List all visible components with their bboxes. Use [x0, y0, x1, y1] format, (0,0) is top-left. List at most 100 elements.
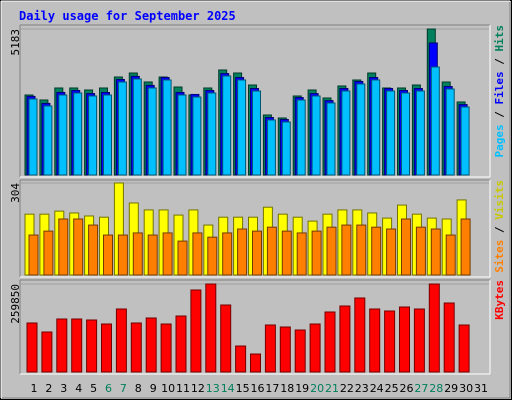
bar [326, 226, 337, 276]
x-tick-label: 9 [150, 382, 157, 395]
x-tick-label: 28 [429, 382, 443, 395]
bar [235, 345, 247, 373]
bar [190, 289, 202, 373]
legend: KBytes [493, 280, 506, 320]
bar [458, 324, 470, 373]
bar [222, 75, 232, 176]
bar [371, 226, 382, 276]
bar [369, 308, 381, 373]
x-tick-label: 27 [414, 382, 428, 395]
bar [86, 319, 98, 373]
x-tick-label: 17 [265, 382, 279, 395]
bar [192, 232, 203, 276]
bar [103, 94, 112, 176]
bar [386, 228, 397, 276]
bar [162, 79, 172, 176]
bar [43, 105, 53, 176]
bar [28, 98, 38, 176]
x-tick-label: 3 [60, 382, 67, 395]
bar [26, 322, 38, 373]
bar [386, 90, 396, 176]
bar [311, 95, 321, 176]
bar [252, 90, 261, 176]
bar [428, 283, 440, 373]
bar [56, 318, 68, 373]
bar [101, 323, 112, 373]
bar [88, 95, 98, 176]
bar [281, 121, 291, 176]
bar [237, 228, 248, 276]
bar [220, 304, 232, 373]
x-tick-label: 18 [280, 382, 294, 395]
bar [250, 353, 261, 373]
bar [117, 81, 127, 176]
bar [294, 329, 306, 373]
legend-entry: Pages [493, 124, 506, 157]
bar [279, 326, 291, 373]
legend-separator: / [493, 220, 506, 240]
bar [162, 232, 173, 276]
bar [341, 224, 352, 276]
x-tick-label: 6 [105, 382, 112, 395]
x-tick-label: 13 [206, 382, 220, 395]
bar [73, 92, 83, 176]
legend-entry: Visits [493, 180, 506, 220]
bar [177, 94, 187, 176]
x-tick-label: 10 [161, 382, 175, 395]
bar [103, 234, 113, 276]
bar [384, 310, 396, 373]
legend-separator: / [493, 105, 506, 125]
bar [460, 106, 470, 176]
bar [73, 218, 84, 276]
x-tick-label: 8 [135, 382, 142, 395]
bar [207, 92, 217, 176]
bar [356, 224, 367, 276]
bar [354, 297, 366, 373]
bar [401, 218, 411, 276]
legend-separator: / [493, 52, 506, 72]
x-tick-label: 5 [90, 382, 97, 395]
x-tick-label: 20 [310, 382, 324, 395]
bar [443, 302, 455, 373]
x-tick-label: 30 [459, 382, 473, 395]
bar [175, 315, 187, 373]
bar [115, 308, 127, 373]
bar [264, 324, 276, 373]
x-tick-label: 16 [251, 382, 265, 395]
bar [296, 232, 307, 276]
x-tick-label: 12 [191, 382, 205, 395]
x-tick-label: 14 [221, 382, 235, 395]
bar [147, 234, 158, 276]
legend-entry: KBytes [493, 280, 506, 320]
x-tick-label: 29 [444, 382, 458, 395]
y-tick-label: 5183 [9, 29, 22, 56]
x-tick-label: 2 [45, 382, 52, 395]
bar [145, 317, 157, 373]
x-tick-label: 1 [31, 382, 38, 395]
bar [430, 66, 440, 176]
x-tick-label: 4 [75, 382, 82, 395]
x-tick-label: 23 [355, 382, 369, 395]
bar [445, 88, 455, 176]
legend: Sites / Visits [493, 180, 506, 273]
bar [58, 218, 69, 276]
chart-title: Daily usage for September 2025 [19, 9, 236, 23]
bar [58, 94, 68, 176]
x-tick-label: 24 [370, 382, 384, 395]
x-tick-label: 25 [385, 382, 399, 395]
bar [192, 96, 202, 176]
bar [147, 87, 157, 176]
bar [399, 306, 410, 373]
legend-entry: Sites [493, 240, 506, 273]
bar [445, 234, 456, 276]
bar [88, 224, 99, 276]
x-tick-label: 26 [400, 382, 414, 395]
bar [207, 236, 218, 276]
bar [371, 79, 381, 176]
bar [28, 234, 39, 276]
bar [324, 311, 336, 373]
bar [281, 230, 292, 276]
bar [266, 226, 277, 276]
x-tick-label: 15 [236, 382, 250, 395]
bar [160, 323, 172, 373]
